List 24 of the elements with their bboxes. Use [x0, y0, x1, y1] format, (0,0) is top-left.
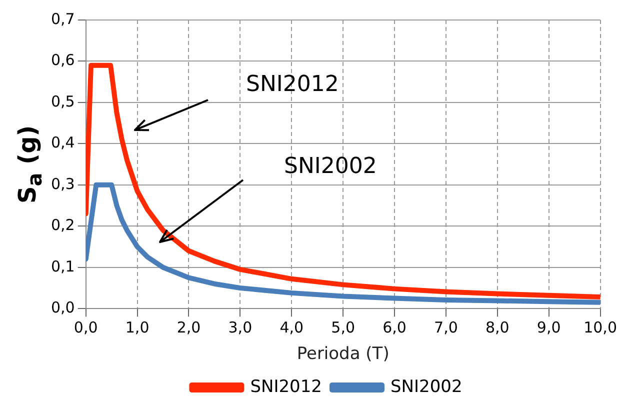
x-tick-label: 9,0 [536, 318, 561, 336]
y-tick-label: 0,7 [50, 10, 75, 28]
x-tick-label: 1,0 [125, 318, 150, 336]
x-tick-label: 5,0 [331, 318, 356, 336]
annotation: SNI2012 [246, 72, 339, 97]
x-tick-label: 8,0 [485, 318, 510, 336]
legend-label: SNI2012 [250, 376, 322, 397]
x-tick-label: 10,0 [584, 318, 618, 336]
y-tick-label: 0,1 [50, 257, 75, 276]
x-tick-label: 2,0 [176, 318, 201, 336]
y-tick-label: 0,6 [50, 51, 75, 70]
y-tick-label: 0,2 [50, 216, 75, 234]
y-tick-label: 0,0 [50, 298, 75, 316]
x-tick-label: 3,0 [228, 318, 252, 336]
x-tick-label: 4,0 [280, 318, 304, 336]
x-tick-label: 7,0 [434, 318, 458, 336]
legend-label: SNI2002 [390, 376, 462, 397]
x-tick-label: 0,0 [74, 318, 98, 336]
y-tick-label: 0,5 [50, 92, 75, 110]
x-tick-label: 6,0 [382, 318, 406, 336]
y-tick-label: 0,3 [50, 174, 75, 193]
x-axis-title: Perioda (T) [296, 344, 390, 364]
y-tick-label: 0,4 [50, 134, 75, 152]
annotation: SNI2002 [284, 154, 377, 179]
